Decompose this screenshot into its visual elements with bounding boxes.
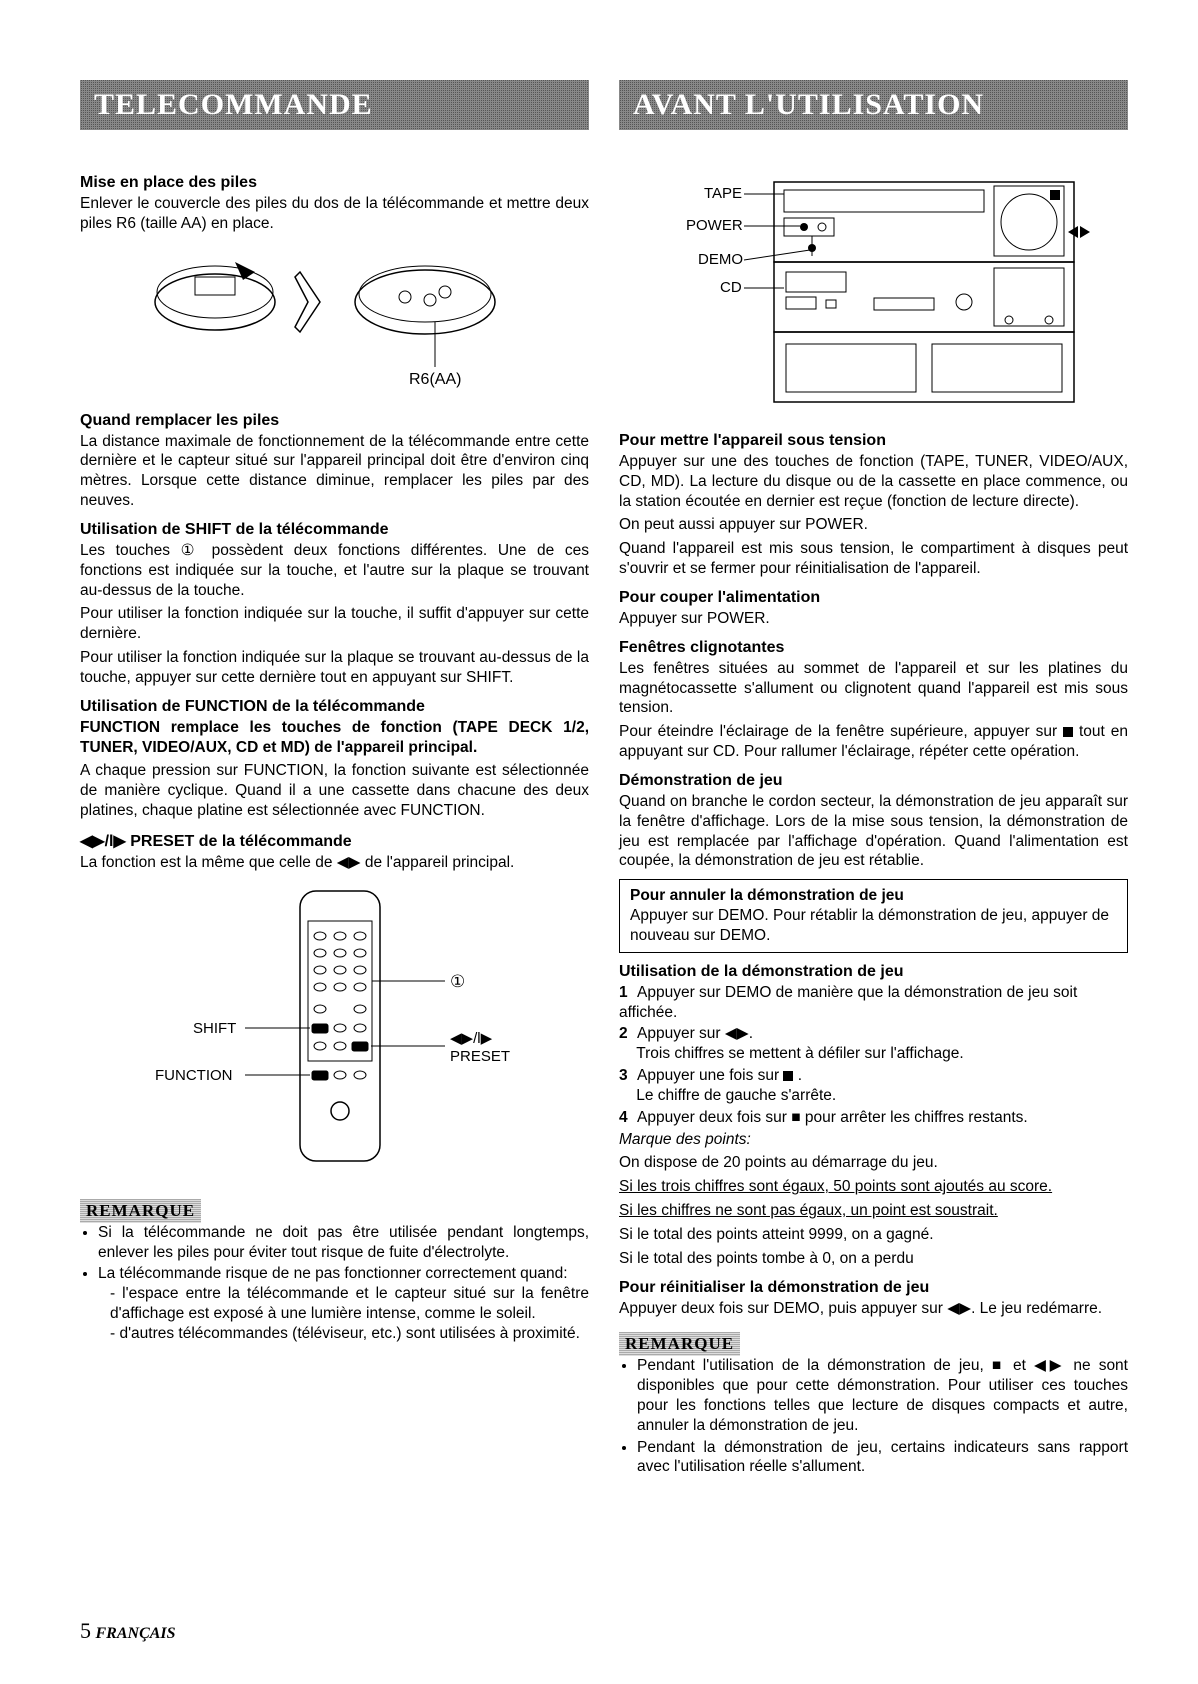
section-title: ◀▶/l▶ PRESET de la télécommande <box>80 831 589 851</box>
note-list: Si la télécommande ne doit pas être util… <box>80 1223 589 1344</box>
page-footer: 5 FRANÇAIS <box>80 1618 176 1644</box>
header-right: AVANT L'UTILISATION <box>619 80 1128 130</box>
paragraph: Quand on branche le cordon secteur, la d… <box>619 792 1128 871</box>
paragraph: Si le total des points tombe à 0, on a p… <box>619 1249 1128 1269</box>
section-title: Pour couper l'alimentation <box>619 589 1128 607</box>
two-columns: Mise en place des piles Enlever le couve… <box>80 164 1128 1479</box>
fig-label: R6(AA) <box>409 371 461 388</box>
paragraph: FUNCTION remplace les touches de fonctio… <box>80 718 589 758</box>
header-left: TELECOMMANDE <box>80 80 589 130</box>
svg-text:①: ① <box>450 972 465 991</box>
remarque-label: REMARQUE <box>80 1199 201 1223</box>
svg-text:POWER: POWER <box>686 217 743 234</box>
steps-list: 1Appuyer sur DEMO de manière que la démo… <box>619 983 1128 1128</box>
paragraph: Appuyer sur une des touches de fonction … <box>619 452 1128 511</box>
figure-remote: ① SHIFT ◀▶/l▶PRESET FUNCTION <box>80 881 589 1181</box>
sublist: - l'espace entre la télécommande et le c… <box>98 1284 589 1343</box>
header-row: TELECOMMANDE AVANT L'UTILISATION <box>80 80 1128 130</box>
stop-icon <box>783 1071 793 1081</box>
step-item: 2Appuyer sur ◀▶. Trois chiffres se mette… <box>619 1024 1128 1064</box>
paragraph: Appuyer sur POWER. <box>619 609 1128 629</box>
score-title: Marque des points: <box>619 1130 1128 1150</box>
list-item: Si la télécommande ne doit pas être util… <box>98 1223 589 1263</box>
paragraph: On dispose de 20 points au démarrage du … <box>619 1153 1128 1173</box>
section-title: Utilisation de SHIFT de la télécommande <box>80 521 589 539</box>
boxed-note: Pour annuler la démonstration de jeu App… <box>619 879 1128 952</box>
step-item: 1Appuyer sur DEMO de manière que la démo… <box>619 983 1128 1023</box>
svg-text:◀▶/l▶: ◀▶/l▶ <box>450 1030 493 1047</box>
section-title: Utilisation de la démonstration de jeu <box>619 963 1128 981</box>
paragraph: Si les trois chiffres sont égaux, 50 poi… <box>619 1177 1128 1197</box>
svg-text:CD: CD <box>720 279 742 296</box>
section-title: Fenêtres clignotantes <box>619 639 1128 657</box>
stop-icon <box>1063 727 1073 737</box>
box-body: Appuyer sur DEMO. Pour rétablir la démon… <box>630 906 1117 946</box>
svg-text:TAPE: TAPE <box>704 185 742 202</box>
svg-text:PRESET: PRESET <box>450 1048 510 1065</box>
list-item: Pendant l'utilisation de la démonstratio… <box>637 1356 1128 1435</box>
sublist-item: - d'autres télécommandes (téléviseur, et… <box>110 1324 589 1344</box>
figure-unit: TAPE POWER DEMO CD <box>619 172 1128 422</box>
paragraph: Appuyer deux fois sur DEMO, puis appuyer… <box>619 1299 1128 1319</box>
left-column: Mise en place des piles Enlever le couve… <box>80 164 589 1479</box>
figure-batteries: R6(AA) <box>80 242 589 402</box>
svg-text:DEMO: DEMO <box>698 251 743 268</box>
paragraph: Les touches ① possèdent deux fonctions d… <box>80 541 589 600</box>
section-title: Utilisation de FUNCTION de la télécomman… <box>80 698 589 716</box>
paragraph: Quand l'appareil est mis sous tension, l… <box>619 539 1128 579</box>
paragraph: La distance maximale de fonctionnement d… <box>80 432 589 511</box>
section-title: Pour réinitialiser la démonstration de j… <box>619 1279 1128 1297</box>
step-item: 4Appuyer deux fois sur ■ pour arrêter le… <box>619 1108 1128 1128</box>
paragraph: Enlever le couvercle des piles du dos de… <box>80 194 589 234</box>
paragraph: La fonction est la même que celle de ◀▶ … <box>80 853 589 873</box>
paragraph: On peut aussi appuyer sur POWER. <box>619 515 1128 535</box>
box-title: Pour annuler la démonstration de jeu <box>630 886 1117 906</box>
section-title: Pour mettre l'appareil sous tension <box>619 432 1128 450</box>
section-title: Mise en place des piles <box>80 174 589 192</box>
paragraph: Pour utiliser la fonction indiquée sur l… <box>80 648 589 688</box>
sublist-item: - l'espace entre la télécommande et le c… <box>110 1284 589 1324</box>
list-item: Pendant la démonstration de jeu, certain… <box>637 1438 1128 1478</box>
section-title: Démonstration de jeu <box>619 772 1128 790</box>
svg-text:SHIFT: SHIFT <box>193 1020 236 1037</box>
remarque-label: REMARQUE <box>619 1332 740 1356</box>
paragraph: Si les chiffres ne sont pas égaux, un po… <box>619 1201 1128 1221</box>
step-item: 3Appuyer une fois sur . Le chiffre de ga… <box>619 1066 1128 1106</box>
paragraph: A chaque pression sur FUNCTION, la fonct… <box>80 761 589 820</box>
list-item: La télécommande risque de ne pas fonctio… <box>98 1264 589 1343</box>
right-column: TAPE POWER DEMO CD Pour mettre l'apparei… <box>619 164 1128 1479</box>
paragraph: Les fenêtres situées au sommet de l'appa… <box>619 659 1128 718</box>
paragraph: Si le total des points atteint 9999, on … <box>619 1225 1128 1245</box>
page-language: FRANÇAIS <box>96 1625 176 1642</box>
note-list: Pendant l'utilisation de la démonstratio… <box>619 1356 1128 1477</box>
paragraph: Pour utiliser la fonction indiquée sur l… <box>80 604 589 644</box>
paragraph: Pour éteindre l'éclairage de la fenêtre … <box>619 722 1128 762</box>
page-number: 5 <box>80 1618 91 1643</box>
svg-text:FUNCTION: FUNCTION <box>155 1067 233 1084</box>
section-title: Quand remplacer les piles <box>80 412 589 430</box>
